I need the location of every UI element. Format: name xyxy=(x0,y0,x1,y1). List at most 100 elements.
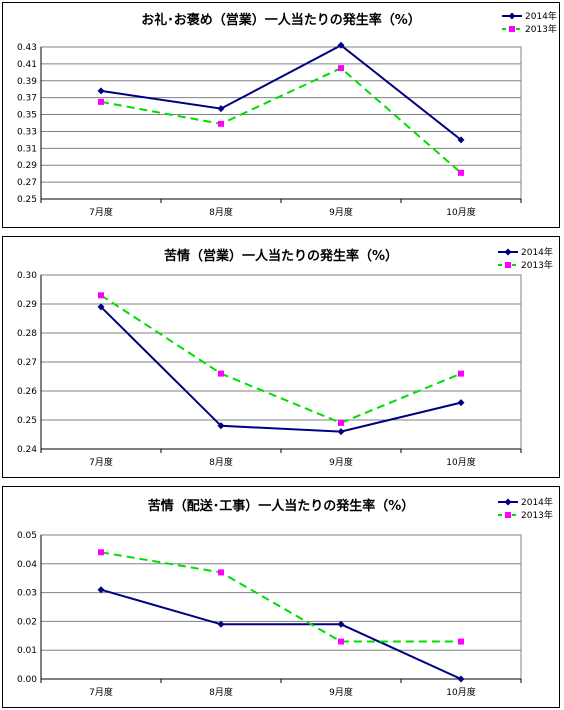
legend-label: 2014年 xyxy=(521,248,553,258)
data-point xyxy=(505,261,511,268)
x-tick-label: 9月度 xyxy=(329,686,353,698)
x-tick-label: 7月度 xyxy=(89,686,113,698)
legend-swatch-svg xyxy=(502,12,522,19)
data-point xyxy=(98,549,104,556)
data-point xyxy=(217,105,225,113)
y-tick-label: 0.26 xyxy=(17,387,37,397)
y-tick-label: 0.03 xyxy=(17,589,37,599)
y-tick-label: 0.30 xyxy=(17,271,37,281)
data-point xyxy=(217,620,225,628)
legend-swatch-2013 xyxy=(497,510,519,520)
legend-label: 2013年 xyxy=(525,25,557,35)
legend-label: 2014年 xyxy=(525,12,557,22)
legend-swatch-2014 xyxy=(497,497,519,507)
chart-panel-3: 苦情（配送･工事）一人当たりの発生率（%） 0.05 0.04 0.03 0.02 0.… xyxy=(2,486,560,708)
series-line xyxy=(100,306,462,433)
legend-item-2014: 2014年 xyxy=(497,495,553,508)
data-point xyxy=(218,120,224,127)
data-point xyxy=(98,98,104,105)
data-point xyxy=(337,428,345,436)
chart-legend: 2014年 2013年 xyxy=(501,9,557,35)
legend-swatch-2013 xyxy=(501,24,523,34)
chart-legend: 2014年 2013年 xyxy=(497,495,553,521)
data-point xyxy=(508,12,516,19)
series-line xyxy=(100,588,462,680)
chart-svg-2: 0.30 0.29 0.28 0.27 0.26 0.25 0.24 7月度 8月度 9月度 10月… xyxy=(17,271,522,468)
data-point xyxy=(97,87,105,95)
y-tick-label: 0.27 xyxy=(17,178,37,188)
y-tick-label: 0.01 xyxy=(17,646,37,656)
y-tick-label: 0.25 xyxy=(17,416,37,426)
data-point xyxy=(457,136,465,144)
data-point xyxy=(338,638,344,645)
legend-swatch-2014 xyxy=(497,247,519,257)
legend-label: 2014年 xyxy=(521,498,553,508)
y-tick-label: 0.33 xyxy=(17,127,37,137)
y-tick-label: 0.29 xyxy=(17,161,37,171)
legend-swatch-svg xyxy=(498,261,518,268)
legend-item-2013: 2013年 xyxy=(501,22,557,35)
y-tick-label: 0.37 xyxy=(17,94,37,104)
data-point xyxy=(458,638,464,645)
y-tick-label: 0.31 xyxy=(17,144,37,154)
y-tick-label: 0.25 xyxy=(17,195,37,205)
x-tick-label: 9月度 xyxy=(329,206,353,218)
series-line xyxy=(100,44,462,141)
x-tick-label: 8月度 xyxy=(209,206,233,218)
legend-swatch-svg xyxy=(498,498,518,505)
legend-label: 2013年 xyxy=(521,511,553,521)
plot-area xyxy=(40,534,522,680)
data-point xyxy=(504,498,512,505)
series-line xyxy=(100,551,461,643)
x-tick-label: 7月度 xyxy=(89,456,113,468)
y-tick-label: 0.41 xyxy=(17,60,37,70)
y-tick-label: 0.24 xyxy=(17,445,37,455)
data-point xyxy=(218,370,224,377)
chart-legend: 2014年 2013年 xyxy=(497,245,553,271)
legend-item-2014: 2014年 xyxy=(497,245,553,258)
legend-item-2013: 2013年 xyxy=(497,508,553,521)
data-point xyxy=(98,292,104,299)
legend-item-2014: 2014年 xyxy=(501,9,557,22)
y-tick-label: 0.35 xyxy=(17,111,37,121)
chart-panel-2: 苦情（営業）一人当たりの発生率（%） 0.30 0.29 0.28 0.27 0.26 0… xyxy=(2,236,560,478)
data-point xyxy=(338,419,344,426)
data-point xyxy=(505,511,511,518)
chart-svg-1: 0.43 0.41 0.39 0.37 0.35 0.33 0.31 0.29 0.27 0.25… xyxy=(17,41,522,218)
x-tick-label: 10月度 xyxy=(446,686,475,698)
chart-panel-1: お礼･お褒め（営業）一人当たりの発生率（%） 0.43 0.41 0.39 0.37 0… xyxy=(2,2,560,228)
y-tick-label: 0.29 xyxy=(17,300,37,310)
x-tick-label: 8月度 xyxy=(209,456,233,468)
data-point xyxy=(504,248,512,255)
data-point xyxy=(217,422,225,430)
y-tick-label: 0.28 xyxy=(17,329,37,339)
data-point xyxy=(97,586,105,594)
x-tick-label: 8月度 xyxy=(209,686,233,698)
x-tick-label: 10月度 xyxy=(446,456,475,468)
data-point xyxy=(97,303,105,311)
y-tick-label: 0.27 xyxy=(17,358,37,368)
series-line xyxy=(100,294,462,424)
legend-item-2013: 2013年 xyxy=(497,258,553,271)
data-point xyxy=(338,65,344,72)
chart-title: 苦情（営業）一人当たりの発生率（%） xyxy=(163,249,399,264)
x-tick-label: 7月度 xyxy=(89,206,113,218)
chart-svg-3: 0.05 0.04 0.03 0.02 0.01 0.00 7月度 8月度 9月度 10月度 xyxy=(17,531,522,698)
data-point xyxy=(458,169,464,176)
data-point xyxy=(337,620,345,628)
legend-swatch-2014 xyxy=(501,11,523,21)
legend-swatch-svg xyxy=(502,25,522,32)
y-tick-label: 0.00 xyxy=(17,675,37,685)
legend-label: 2013年 xyxy=(521,261,553,271)
data-point xyxy=(457,675,465,683)
series-line xyxy=(100,66,462,174)
plot-area xyxy=(40,46,522,200)
legend-swatch-svg xyxy=(498,511,518,518)
y-tick-label: 0.05 xyxy=(17,531,37,541)
legend-swatch-svg xyxy=(498,248,518,255)
data-point xyxy=(457,399,465,407)
y-tick-label: 0.04 xyxy=(17,560,37,570)
data-point xyxy=(509,25,515,32)
data-point xyxy=(337,41,345,49)
chart-title: 苦情（配送･工事）一人当たりの発生率（%） xyxy=(147,499,415,514)
